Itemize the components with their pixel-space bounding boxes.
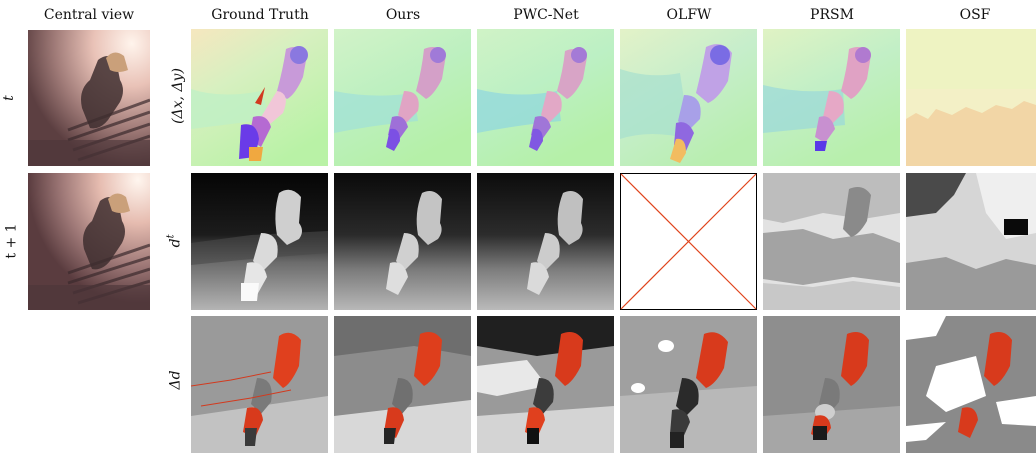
disparity-superscript: t xyxy=(165,234,177,239)
disparity-change-prsm xyxy=(763,316,900,453)
time-label-t: t xyxy=(0,95,17,101)
row-label-disparity: dt xyxy=(166,234,184,247)
flow-osf xyxy=(906,29,1036,166)
disparity-prsm xyxy=(763,173,900,310)
disparity-change-olfw xyxy=(620,316,757,453)
central-view-t xyxy=(28,30,150,166)
disparity-change-ours xyxy=(334,316,471,453)
disparity-change-pwc-net xyxy=(477,316,614,453)
header-ours: Ours xyxy=(385,7,421,23)
flow-ground-truth xyxy=(191,29,328,166)
disparity-change-osf xyxy=(906,316,1036,453)
header-central-view: Central view xyxy=(43,7,135,23)
disparity-osf xyxy=(906,173,1036,310)
disparity-ground-truth xyxy=(191,173,328,310)
header-osf: OSF xyxy=(959,7,991,23)
disparity-olfw-missing xyxy=(620,173,757,310)
row-label-disparity-change: Δd xyxy=(167,370,184,390)
row-label-flow: (Δx, Δy) xyxy=(169,68,186,124)
red-cross-icon xyxy=(620,173,757,310)
time-label-t-plus-1: t + 1 xyxy=(3,223,20,259)
header-ground-truth: Ground Truth xyxy=(211,7,309,23)
central-view-t-plus-1 xyxy=(28,173,150,310)
flow-pwc-net xyxy=(477,29,614,166)
disparity-ours xyxy=(334,173,471,310)
header-olfw: OLFW xyxy=(666,7,712,23)
disparity-pwc-net xyxy=(477,173,614,310)
flow-prsm xyxy=(763,29,900,166)
disparity-symbol: d xyxy=(167,238,184,248)
header-prsm: PRSM xyxy=(810,7,854,23)
disparity-change-ground-truth xyxy=(191,316,328,453)
flow-ours xyxy=(334,29,471,166)
header-pwc-net: PWC-Net xyxy=(513,7,579,23)
flow-olfw xyxy=(620,29,757,166)
